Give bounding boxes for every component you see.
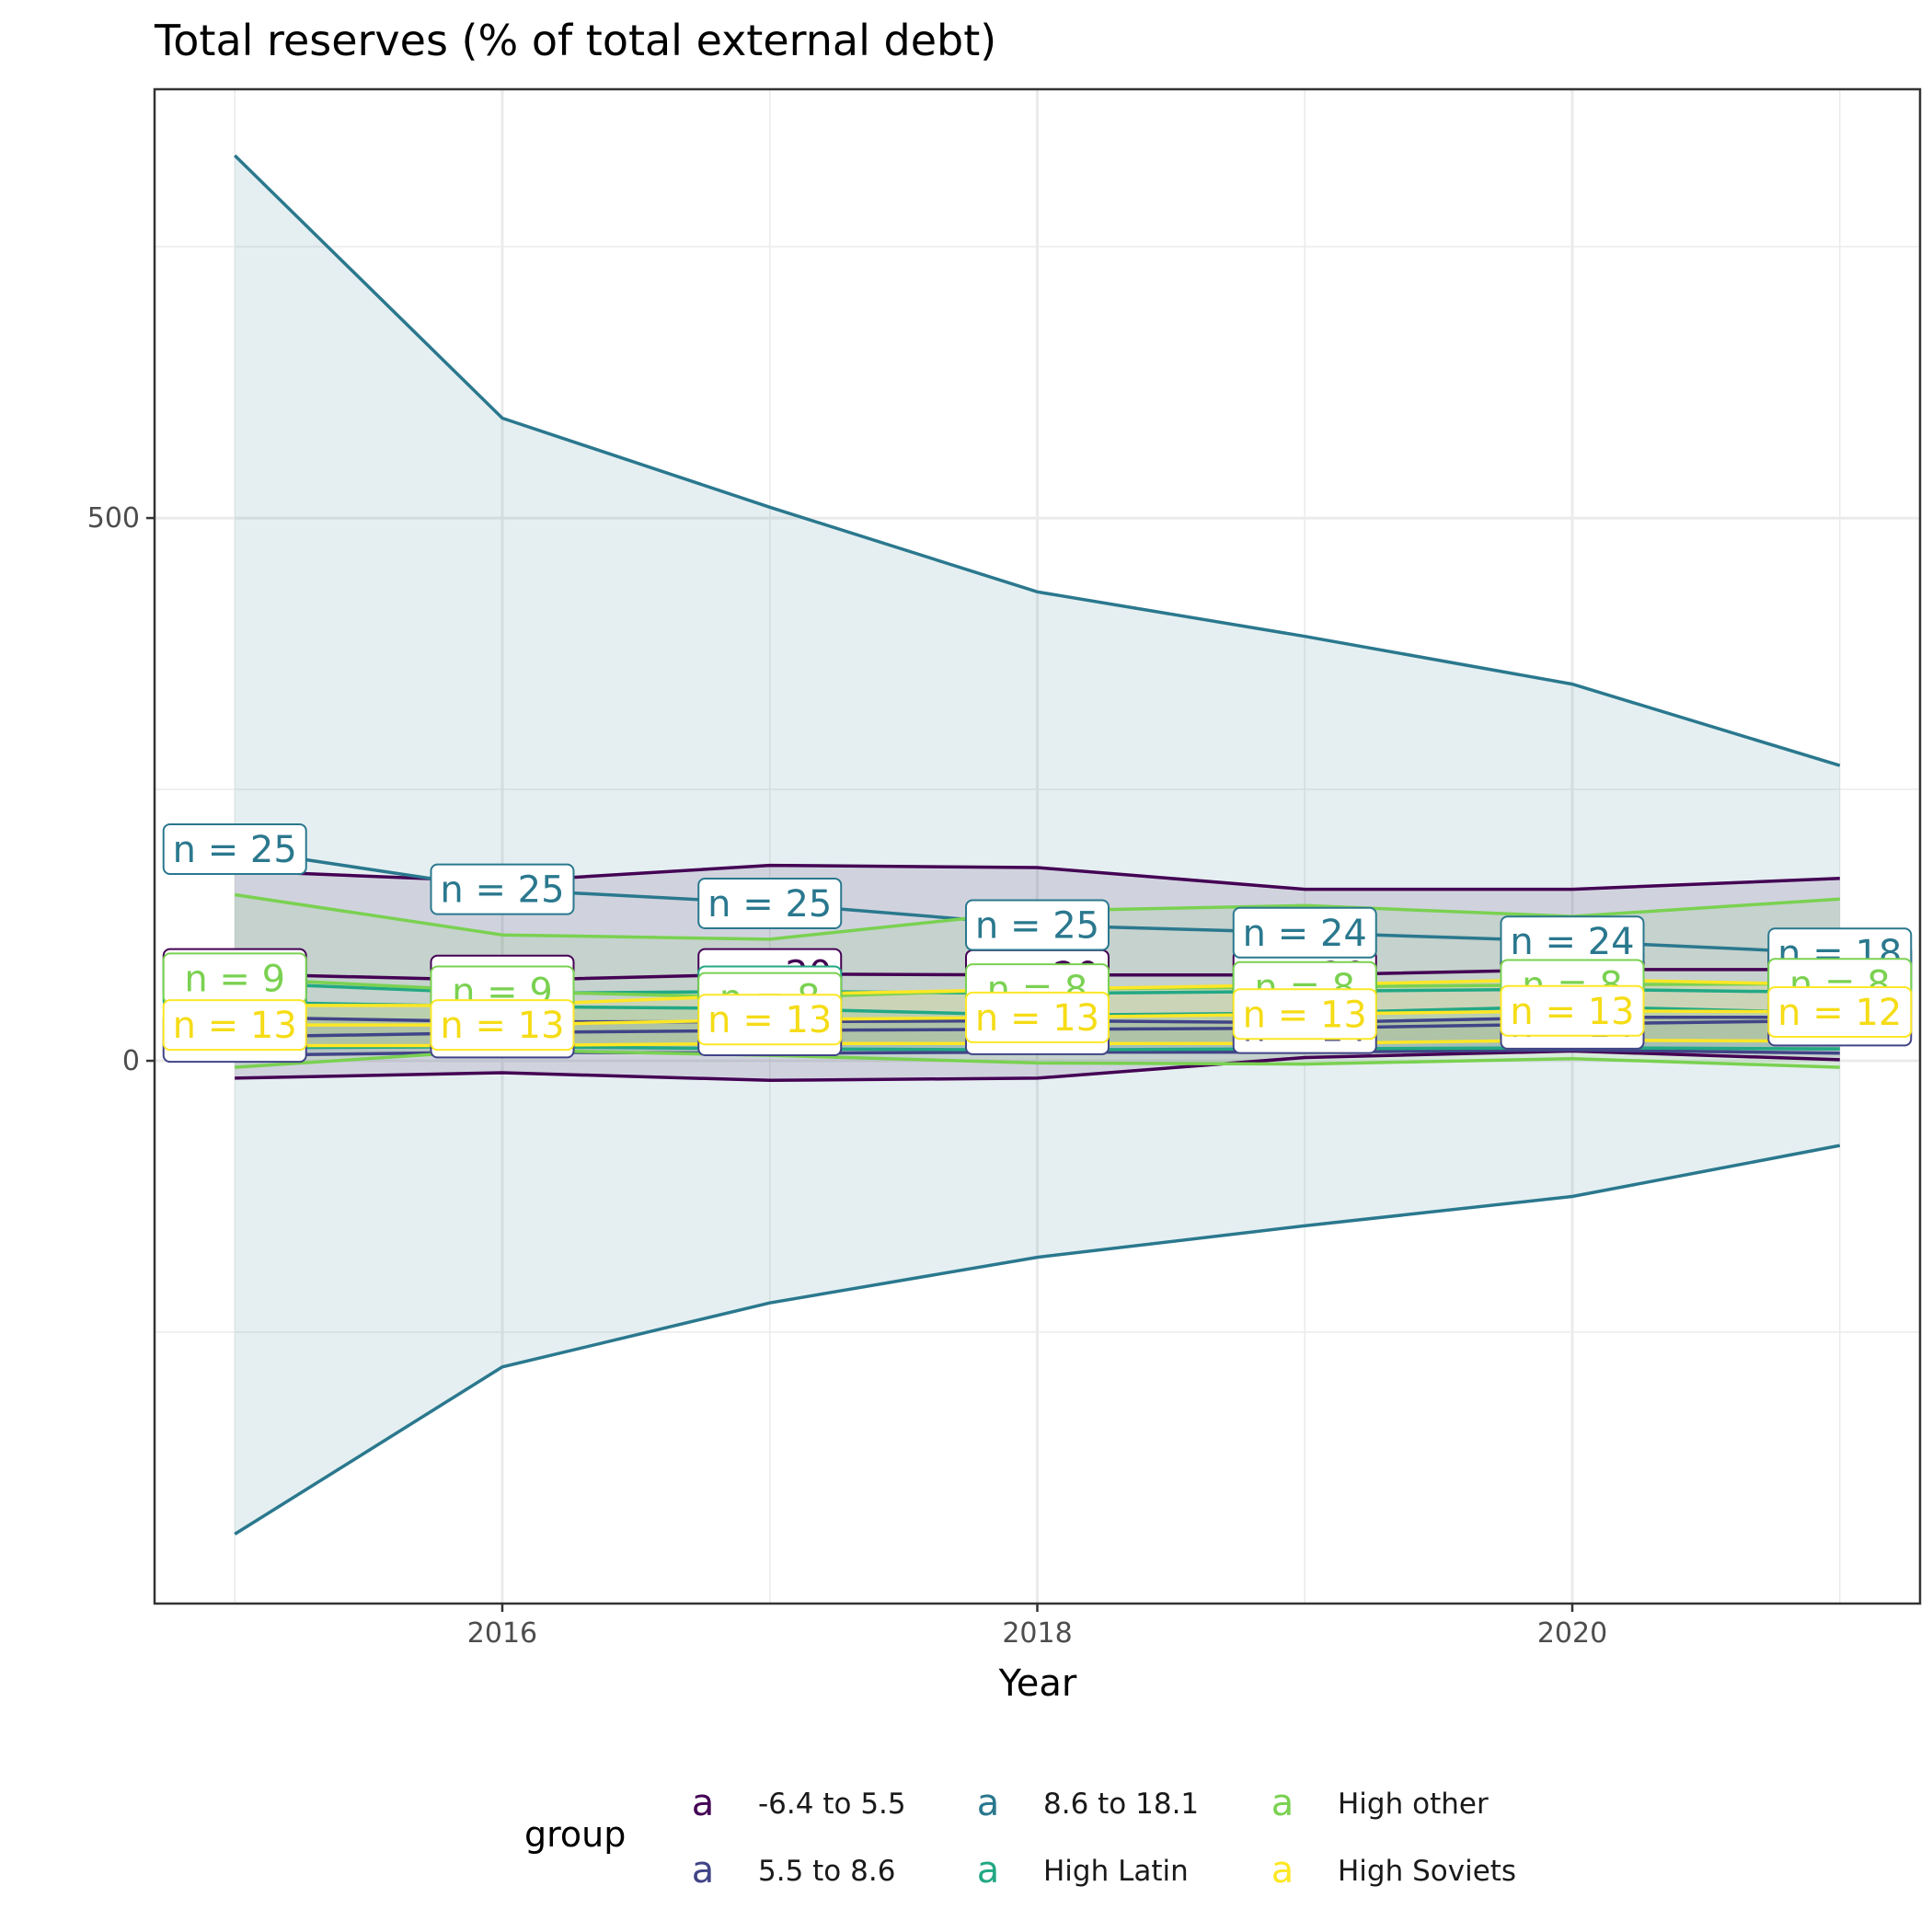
n-label-box [1232, 906, 1377, 959]
n-label-text: n = 13 [1243, 994, 1367, 1036]
n-label: n = 13 [965, 991, 1110, 1043]
n-label-box [430, 863, 575, 915]
legend-label: High Soviets [1338, 1855, 1516, 1888]
n-label: n = 9 [162, 952, 307, 1005]
legend-label: High Latin [1043, 1855, 1189, 1888]
legend: group a -6.4 to 5.5 a 5.5 to 8.6 a 8.6 to 18.1… [524, 1782, 1516, 1892]
n-label: n = 13 [162, 999, 307, 1052]
n-label-text: n = 13 [1510, 991, 1634, 1033]
legend-label: High other [1338, 1788, 1489, 1821]
n-label-text: n = 9 [184, 958, 285, 1000]
legend-key: a [977, 1849, 1000, 1892]
legend-item: a 8.6 to 18.1 [977, 1782, 1199, 1824]
n-label-text: n = 24 [1510, 921, 1634, 963]
n-label-text: n = 13 [440, 1005, 564, 1047]
n-label: n = 13 [1500, 984, 1645, 1037]
n-label: n = 13 [697, 994, 843, 1046]
upper-bound-line-2 [233, 154, 1841, 767]
n-label-box [1232, 988, 1377, 1041]
n-label: n = 25 [430, 863, 575, 915]
n-label-box [697, 877, 843, 929]
x-tick-label: 2020 [1537, 1617, 1607, 1650]
n-label-box [162, 999, 307, 1052]
n-label-box [1500, 984, 1645, 1037]
x-axis-title: Year [998, 1662, 1077, 1705]
n-label-text: n = 13 [707, 999, 832, 1041]
legend-key: a [977, 1782, 1000, 1824]
n-label: n = 24 [1500, 915, 1645, 968]
n-label-box [430, 999, 575, 1052]
legend-key: a [1271, 1849, 1294, 1892]
grid-lines [155, 89, 1920, 1604]
n-label-text: n = 13 [975, 997, 1099, 1040]
n-label-box [1767, 985, 1913, 1038]
n-label-text: n = 25 [440, 869, 564, 912]
lower-bound-line-2 [234, 1144, 1841, 1535]
legend-label: 5.5 to 8.6 [758, 1855, 895, 1888]
chart-title: Total reserves (% of total external debt… [154, 16, 996, 65]
n-label: n = 25 [697, 877, 843, 929]
legend-key: a [692, 1782, 715, 1824]
n-label-box [162, 822, 307, 875]
n-label: n = 25 [162, 822, 307, 875]
n-label-box [965, 899, 1110, 951]
n-label-text: n = 25 [975, 905, 1099, 948]
sample-size-labels: n = 20n = 20n = 20n = 20n = 20n = 20n = … [162, 822, 1913, 1064]
n-label-text: n = 25 [707, 883, 832, 926]
x-tick-label: 2016 [467, 1617, 537, 1650]
n-label-text: n = 25 [173, 829, 297, 871]
n-label-text: n = 12 [1777, 992, 1902, 1034]
legend-label: -6.4 to 5.5 [758, 1788, 906, 1821]
axes: 0 500 2016 2018 2020 [87, 502, 1607, 1650]
legend-item: a 5.5 to 8.6 [692, 1849, 896, 1892]
n-label-box [697, 994, 843, 1046]
n-label: n = 13 [1232, 988, 1377, 1041]
n-label-text: n = 13 [173, 1005, 297, 1047]
legend-item: a High other [1271, 1782, 1489, 1824]
n-label: n = 25 [965, 899, 1110, 951]
n-label: n = 12 [1767, 985, 1913, 1038]
n-label: n = 13 [430, 999, 575, 1052]
legend-key: a [692, 1849, 715, 1892]
n-label: n = 24 [1232, 906, 1377, 959]
legend-item: a -6.4 to 5.5 [692, 1782, 906, 1824]
y-tick-label: 500 [87, 502, 140, 535]
legend-item: a High Latin [977, 1849, 1189, 1892]
legend-title: group [524, 1814, 626, 1855]
legend-key: a [1271, 1782, 1294, 1824]
legend-label: 8.6 to 18.1 [1043, 1788, 1199, 1821]
x-tick-label: 2018 [1002, 1617, 1072, 1650]
legend-item: a High Soviets [1271, 1849, 1516, 1892]
n-label-box [965, 991, 1110, 1043]
y-tick-label: 0 [122, 1045, 140, 1077]
ribbon-series-2 [235, 155, 1840, 1535]
n-label-text: n = 24 [1243, 913, 1367, 955]
